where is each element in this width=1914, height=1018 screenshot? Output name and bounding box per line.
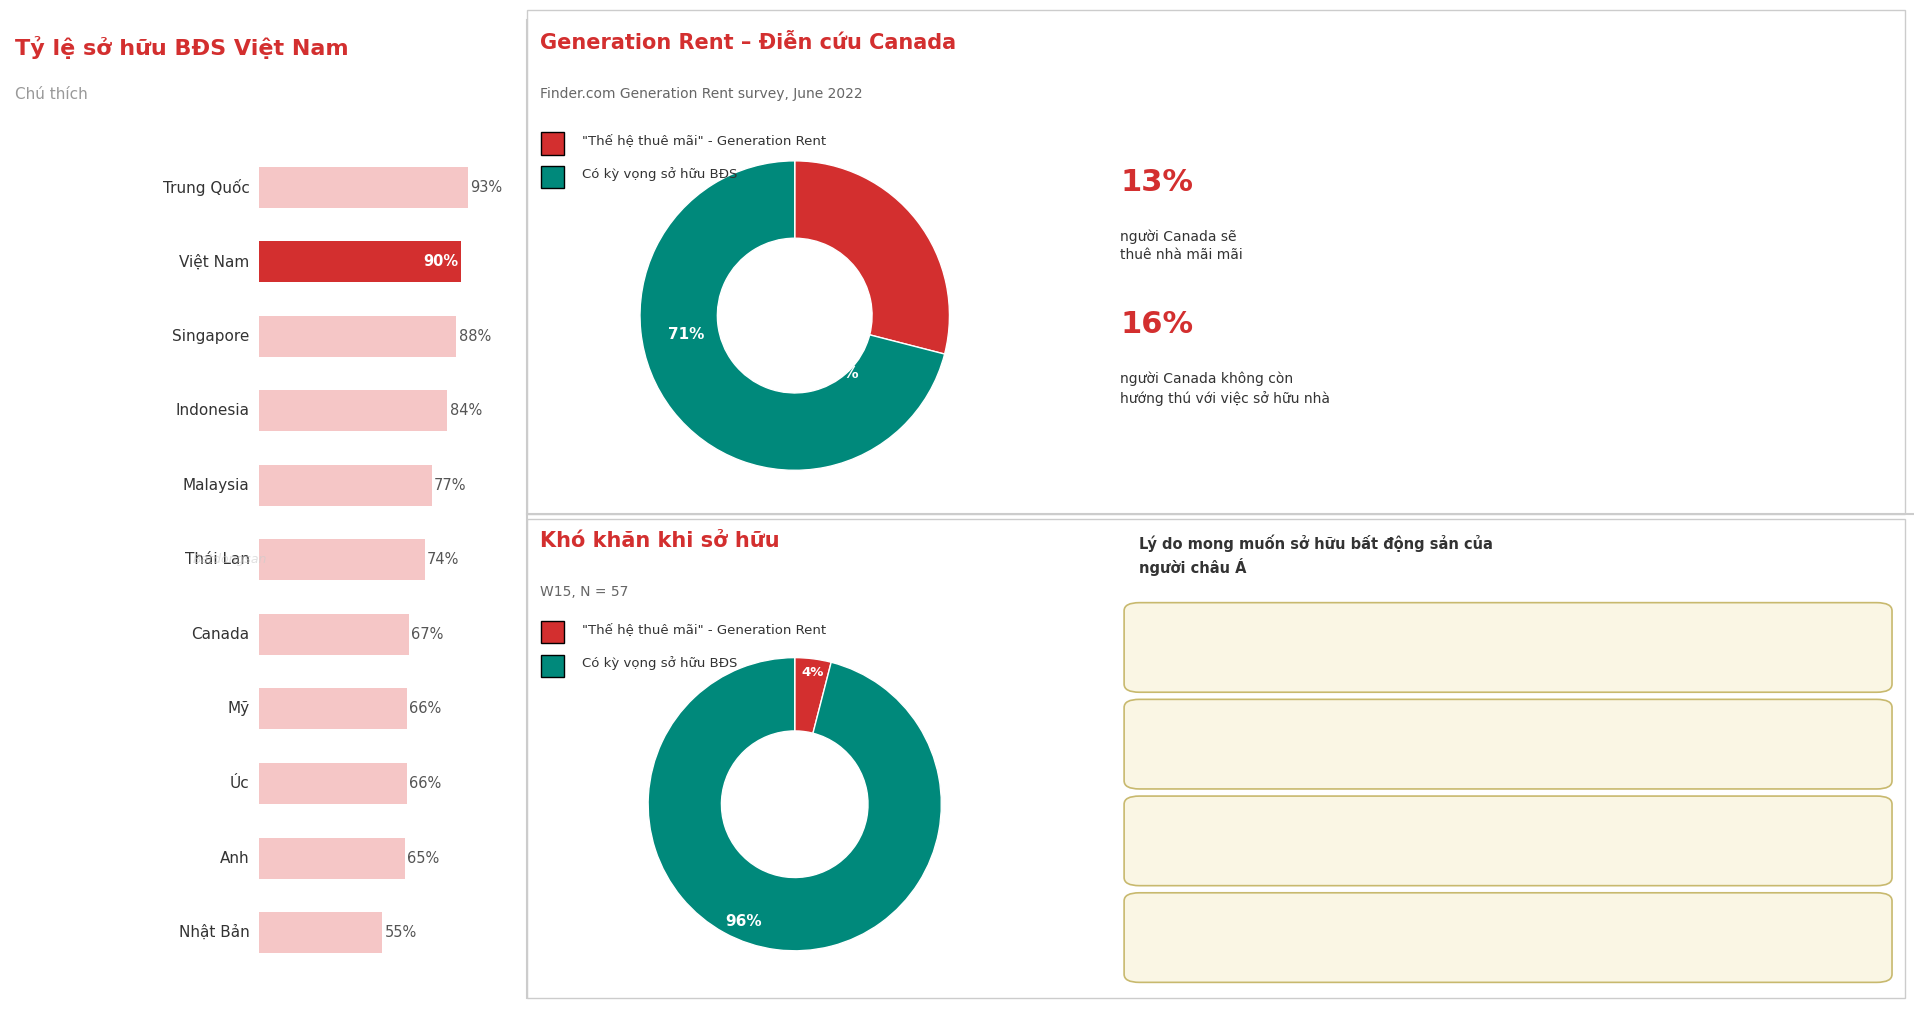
Text: W15, N = 57: W15, N = 57 — [540, 585, 628, 600]
Text: 65%: 65% — [406, 850, 438, 865]
Text: Finder.com Generation Rent survey, June 2022: Finder.com Generation Rent survey, June … — [540, 87, 861, 101]
Text: Sự công nhận từ xã hội: Sự công nhận từ xã hội — [1162, 834, 1323, 848]
Text: Tỷ lệ sở hữu BĐS Việt Nam: Tỷ lệ sở hữu BĐS Việt Nam — [15, 36, 348, 59]
Text: Canada: Canada — [191, 627, 249, 642]
Wedge shape — [647, 658, 942, 951]
Text: Có kỳ vọng sở hữu BĐS: Có kỳ vọng sở hữu BĐS — [582, 167, 737, 181]
Wedge shape — [794, 658, 831, 733]
Text: Malaysia: Malaysia — [182, 477, 249, 493]
Text: 55%: 55% — [385, 925, 417, 940]
Text: 93%: 93% — [469, 180, 501, 194]
Text: 67%: 67% — [412, 627, 444, 642]
Text: 74%: 74% — [427, 553, 459, 567]
Text: 66%: 66% — [410, 776, 440, 791]
Wedge shape — [794, 161, 949, 354]
Bar — [258, 688, 406, 730]
Text: Indonesia: Indonesia — [176, 403, 249, 418]
Text: Generation Rent – Điễn cứu Canada: Generation Rent – Điễn cứu Canada — [540, 33, 955, 53]
Bar — [258, 390, 448, 432]
Bar — [258, 316, 456, 356]
Text: Mỹ: Mỹ — [228, 701, 249, 717]
Text: 29%: 29% — [823, 366, 859, 381]
Text: Việt Nam: Việt Nam — [180, 254, 249, 270]
Text: 90%: 90% — [423, 254, 457, 270]
Text: Batdongsan: Batdongsan — [193, 554, 266, 566]
Text: Singapore: Singapore — [172, 329, 249, 344]
Text: Khó khăn khi sở hữu: Khó khăn khi sở hữu — [540, 531, 779, 552]
Wedge shape — [639, 161, 944, 470]
Text: Lợi suất từ BĐS cao, ổn định: Lợi suất từ BĐS cao, ổn định — [1162, 640, 1359, 655]
Text: 84%: 84% — [450, 403, 482, 418]
Text: 16%: 16% — [1120, 310, 1192, 339]
Text: 66%: 66% — [410, 701, 440, 717]
Bar — [258, 912, 383, 953]
Text: Có kỳ vọng sở hữu BĐS: Có kỳ vọng sở hữu BĐS — [582, 656, 737, 670]
Text: Lý do mong muốn sở hữu bất động sản của
người châu Á: Lý do mong muốn sở hữu bất động sản của … — [1139, 534, 1493, 576]
Text: 96%: 96% — [725, 914, 762, 929]
Bar — [258, 167, 467, 208]
Text: người Canada sẽ
thuê nhà mãi mãi: người Canada sẽ thuê nhà mãi mãi — [1120, 229, 1242, 262]
Text: Anh: Anh — [220, 850, 249, 865]
Bar — [258, 465, 431, 506]
Bar — [258, 764, 406, 804]
Text: Tài sản, nơi sinh sống cho con, cháu: Tài sản, nơi sinh sống cho con, cháu — [1162, 929, 1411, 946]
Text: 88%: 88% — [457, 329, 490, 344]
Text: 77%: 77% — [434, 477, 467, 493]
Bar — [258, 241, 461, 282]
Text: "Thế hệ thuê mãi" - Generation Rent: "Thế hệ thuê mãi" - Generation Rent — [582, 134, 825, 147]
Text: Trung Quốc: Trung Quốc — [163, 179, 249, 195]
Bar — [258, 838, 404, 879]
Text: 71%: 71% — [668, 328, 704, 342]
Bar — [258, 614, 410, 655]
Text: 13%: 13% — [1120, 168, 1192, 196]
Text: "Thế hệ thuê mãi" - Generation Rent: "Thế hệ thuê mãi" - Generation Rent — [582, 623, 825, 635]
Bar — [258, 540, 425, 580]
Text: Chú thích: Chú thích — [15, 87, 88, 102]
Text: Nhật Bản: Nhật Bản — [178, 925, 249, 941]
Text: người Canada không còn
hướng thú với việc sở hữu nhà: người Canada không còn hướng thú với việ… — [1120, 372, 1330, 406]
Text: 4%: 4% — [802, 666, 823, 679]
Text: Thái Lan: Thái Lan — [184, 553, 249, 567]
Text: Thị trường tài chính chưa phát triển: Thị trường tài chính chưa phát triển — [1162, 736, 1409, 752]
Text: Úc: Úc — [230, 776, 249, 791]
